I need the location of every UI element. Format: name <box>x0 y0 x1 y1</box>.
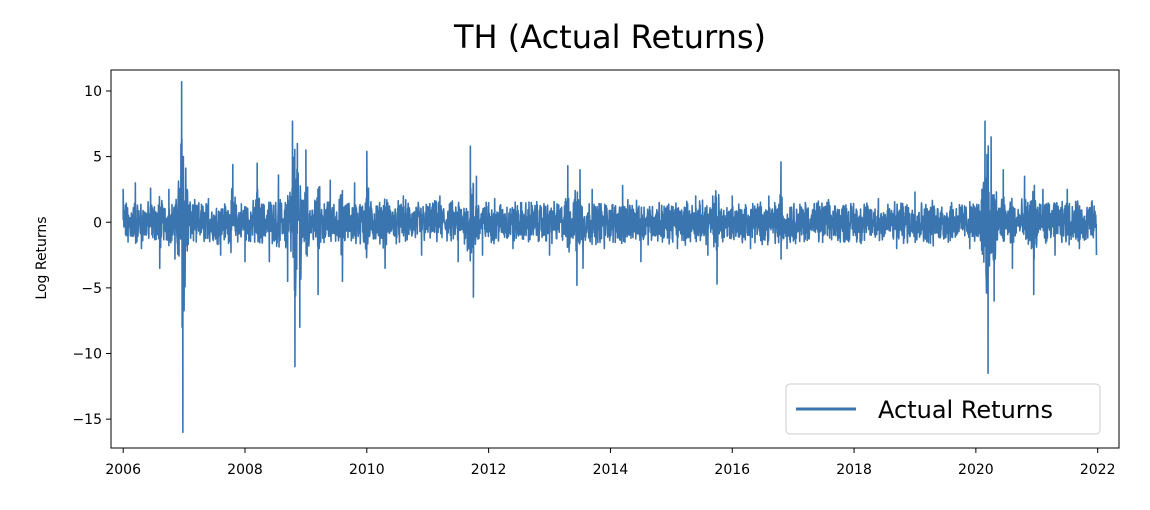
series-line-actual-returns <box>122 81 1098 434</box>
plot-area <box>122 81 1098 434</box>
x-tick-label: 2010 <box>349 462 385 478</box>
y-tick-label: −15 <box>72 412 102 428</box>
x-tick-label: 2014 <box>593 462 629 478</box>
axes-frame <box>110 69 1120 449</box>
y-tick-label: 5 <box>93 150 102 166</box>
y-tick-label: 10 <box>84 84 102 100</box>
x-tick-label: 2018 <box>836 462 872 478</box>
x-tick-label: 2008 <box>227 462 263 478</box>
x-tick-label: 2006 <box>105 462 141 478</box>
y-tick-label: −10 <box>72 347 102 363</box>
x-tick-label: 2020 <box>958 462 994 478</box>
y-axis: 10 5 0 −5 −10 −15 <box>72 84 111 428</box>
legend: Actual Returns <box>785 383 1101 435</box>
x-axis: 2006 2008 2010 2012 2014 2016 2018 2020 2022 <box>105 448 1116 478</box>
chart-title: TH (Actual Returns) <box>453 18 766 56</box>
y-tick-label: −5 <box>81 281 102 297</box>
x-tick-label: 2016 <box>714 462 750 478</box>
x-tick-label: 2022 <box>1080 462 1116 478</box>
legend-label: Actual Returns <box>878 396 1053 424</box>
y-tick-label: 0 <box>93 215 102 231</box>
legend-box <box>785 383 1101 435</box>
y-axis-label: Log Returns <box>34 216 50 299</box>
x-tick-label: 2012 <box>471 462 507 478</box>
